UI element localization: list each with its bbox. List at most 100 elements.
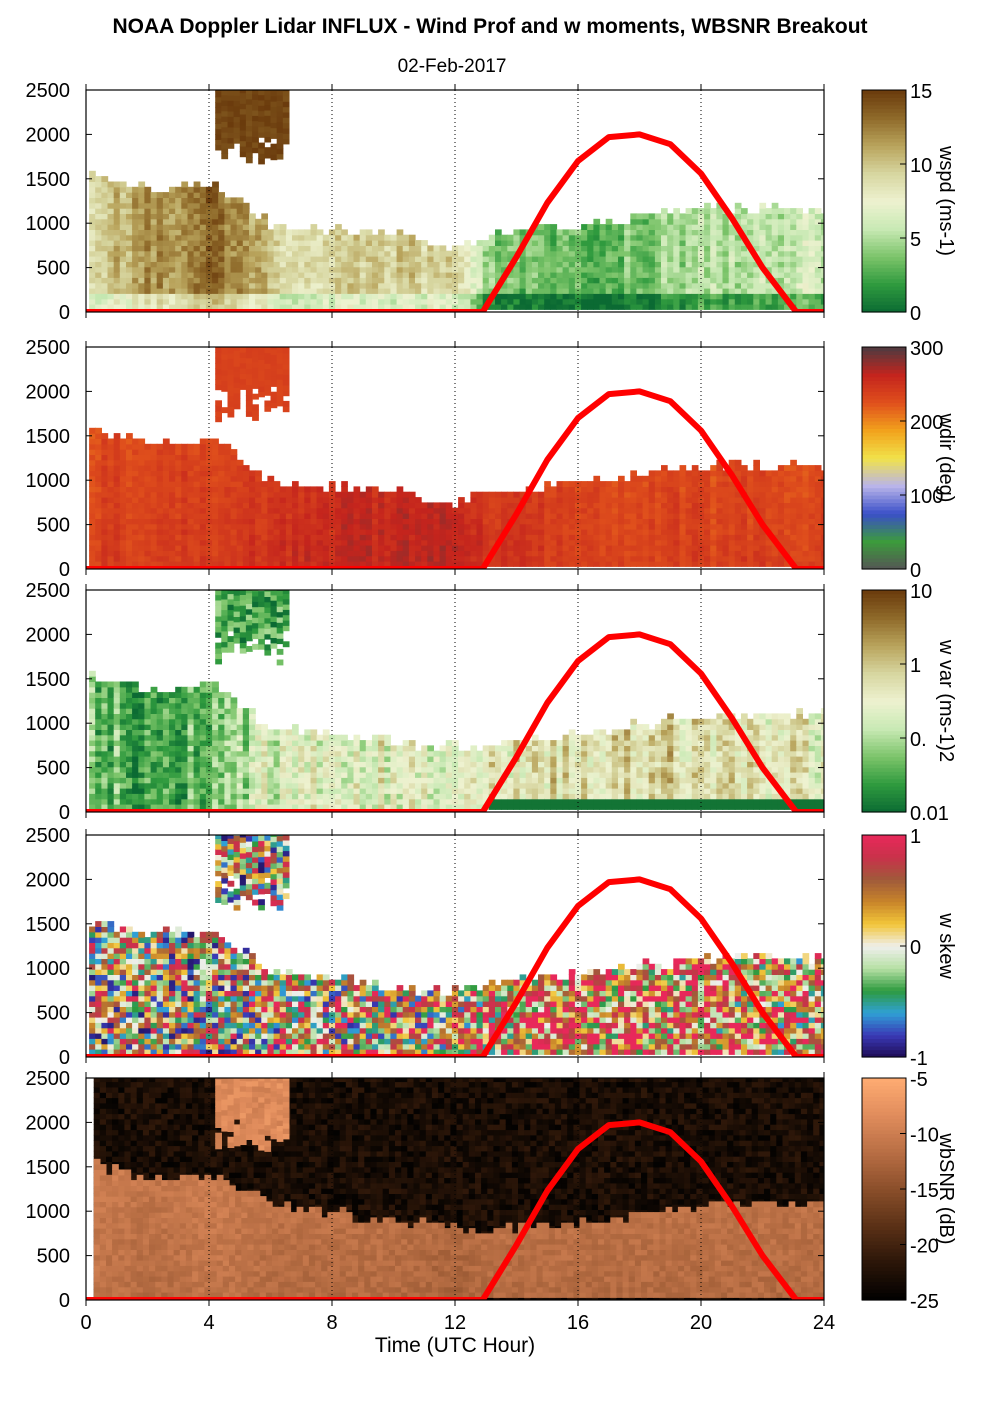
colorbar-segment [862,1288,906,1294]
colorbar-segment [862,402,906,407]
heatmap-cells [89,347,824,567]
colorbar-segment [862,983,906,988]
colorbar-segment [862,857,906,862]
figure-date: 02-Feb-2017 [398,56,507,77]
colorbar-segment [862,197,906,202]
colorbar-segment [862,443,906,448]
y-tick-label: 1000 [26,1201,71,1223]
colorbar-segment [862,1259,906,1264]
colorbar-segment [862,842,906,847]
colorbar-segment [862,1192,906,1197]
colorbar-segment [862,630,906,635]
colorbar-tick-label: -1 [910,1048,928,1070]
colorbar-tick-label: 1 [910,826,921,848]
colorbar-label: w var (ms-1)2 [935,639,957,762]
colorbar-segment [862,1159,906,1164]
colorbar-segment [862,271,906,276]
colorbar-segment [862,461,906,466]
colorbar-frame [861,346,907,570]
colorbar-segment [862,909,906,914]
colorbar-segment [862,1089,906,1094]
y-tick-label: 1000 [26,470,71,492]
colorbar-segment [862,964,906,969]
overlay-curve [86,876,824,1057]
colorbar-segment [862,189,906,195]
colorbar-segment [862,726,906,732]
panel-w-var: 0 500 1000 1500 2000 2500 0.01 0. 1 10 w var (ms-1… [26,580,958,825]
colorbar-tick-label: 10 [910,155,932,177]
colorbar-segment [862,883,906,888]
colorbar-segment [862,289,906,295]
colorbar-segment [862,123,906,128]
colorbar-segment [862,949,906,954]
colorbar-segment [862,1229,906,1234]
colorbar-segment [862,384,906,389]
colorbar-segment [862,1177,906,1183]
colorbar-segment [862,901,906,906]
colorbar-segment [862,601,906,606]
colorbar-segment [862,245,906,250]
colorbar-segment [862,439,906,444]
colorbar-segment [862,986,906,991]
colorbar-segment [862,920,906,925]
colorbar-segment [862,1045,906,1051]
colorbar-label: wspd (ms-1) [935,145,957,256]
colorbar-segment [862,590,906,595]
colorbar-segment [862,387,906,392]
colorbar-segment [862,472,906,478]
colorbar-segment [862,1081,906,1086]
colorbar-segment [862,234,906,239]
colorbar-segment [862,160,906,165]
colorbar-segment [862,201,906,206]
colorbar-segment [862,627,906,632]
colorbar-segment [862,693,906,698]
colorbar-segment [862,968,906,973]
colorbar-segment [862,1226,906,1231]
colorbar-segment [862,1152,906,1157]
colorbar-label: wbSNR (dB) [935,1132,957,1244]
colorbar-segment [862,879,906,884]
colorbar-segment [862,127,906,132]
colorbar-segment [862,1196,906,1201]
colorbar-segment [862,421,906,426]
colorbar-segment [862,517,906,522]
panel-wbSNR: 0 500 1000 1500 2000 2500 0 4 8 12 16 20 24 -25 -20 -15… [26,1068,958,1334]
panel-wdir: 0 500 1000 1500 2000 2500 0 100 200 300 wdir (deg) [26,337,958,582]
colorbar-segment [862,756,906,761]
colorbar-segment [862,1222,906,1227]
heatmap-cells [89,90,824,310]
colorbar-segment [862,638,906,643]
overlay-curve [86,131,824,312]
colorbar-segment [862,141,906,147]
colorbar-segment [862,835,906,840]
colorbar-segment [862,1248,906,1253]
colorbar-segment [862,97,906,102]
colorbar-segment [862,532,906,537]
colorbar-segment [862,413,906,418]
y-tick-label: 1500 [26,169,71,191]
colorbar-segment [862,1129,906,1135]
colorbar-segment [862,734,906,739]
colorbar-segment [862,528,906,533]
colorbar-segment [862,719,906,724]
colorbar-segment [862,864,906,869]
colorbar-segment [862,208,906,213]
colorbar-segment [862,715,906,721]
y-tick-label: 2000 [26,869,71,891]
colorbar-segment [862,554,906,559]
colorbar-segment [862,149,906,154]
colorbar-segment [862,263,906,269]
colorbar-segment [862,1270,906,1275]
colorbar-segment [862,615,906,621]
colorbar-segment [862,465,906,470]
y-tick-label: 2500 [26,337,71,359]
colorbar-segment [862,875,906,880]
colorbar-segment [862,376,906,381]
colorbar-segment [862,778,906,783]
colorbar-segment [862,278,906,283]
colorbar-segment [862,738,906,743]
colorbar-segment [862,1266,906,1271]
colorbar-segment [862,93,906,98]
colorbar-segment [862,1031,906,1036]
colorbar-segment [862,398,906,404]
